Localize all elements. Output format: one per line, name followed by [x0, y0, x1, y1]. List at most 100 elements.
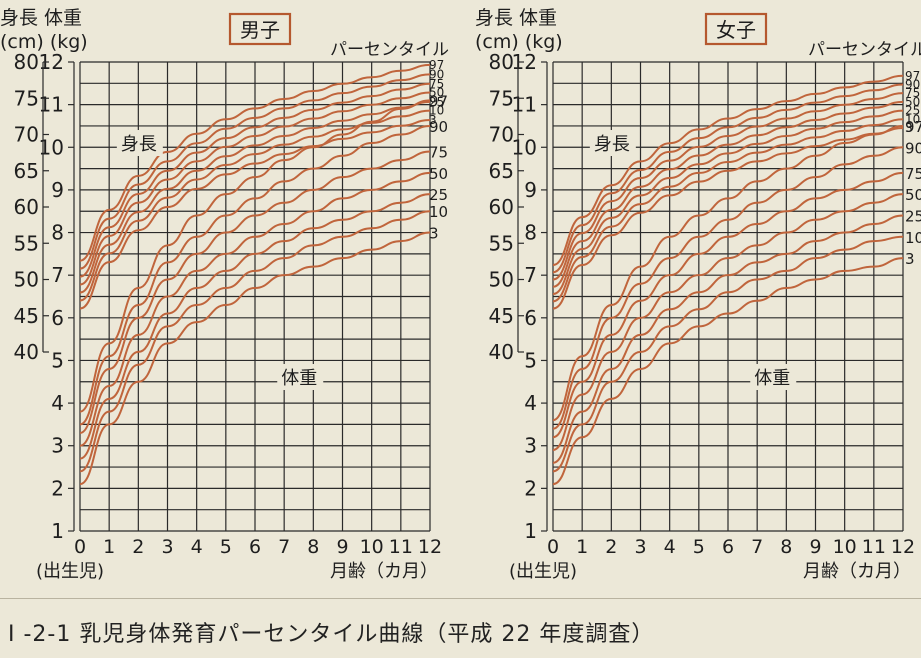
height-curve-p25: [79, 100, 431, 294]
weight-percentile-label: 50: [905, 186, 921, 204]
x-axis-birth-label: (出生児): [36, 561, 104, 582]
height-tick-label: 65: [489, 159, 514, 183]
x-tick-label: 3: [161, 536, 173, 558]
height-percentile-label: 50: [429, 85, 444, 99]
weight-curve-p50: [79, 171, 431, 447]
height-percentile-label: 75: [429, 77, 444, 91]
axis-header-units: (cm) (kg): [0, 31, 88, 53]
figure-caption: I -2-1 乳児身体発育パーセンタイル曲線（平成 22 年度調査）: [8, 622, 655, 647]
weight-percentile-label: 25: [905, 207, 921, 225]
x-tick-label: 12: [891, 536, 915, 558]
height-percentile-label: 10: [429, 104, 444, 118]
weight-curve-p97: [552, 124, 904, 422]
weight-tick-label: 2: [51, 476, 64, 500]
height-tick-label: 65: [14, 159, 39, 183]
x-tick-label: 0: [547, 536, 559, 558]
height-tick-label: 55: [14, 231, 39, 255]
axis-header-label: 身長 体重: [475, 7, 557, 29]
height-percentile-label: 50: [905, 95, 920, 109]
height-tick-label: 80: [489, 50, 514, 74]
x-tick-label: 5: [220, 536, 232, 558]
height-percentile-label: 90: [905, 77, 920, 91]
x-tick-label: 1: [103, 536, 115, 558]
x-tick-label: 4: [664, 536, 676, 558]
height-curves-label-mask: [116, 130, 163, 156]
weight-tick-label: 7: [524, 263, 537, 287]
weight-tick-label: 10: [512, 135, 537, 159]
height-tick-label: 40: [14, 340, 39, 364]
weight-curve-p25: [552, 214, 904, 464]
height-tick-label: 70: [489, 123, 514, 147]
weight-curves-label: 体重: [754, 368, 790, 389]
height-percentile-label: 10: [905, 112, 920, 126]
weight-percentile-label: 10: [429, 203, 448, 221]
height-percentile-label: 25: [905, 104, 920, 118]
weight-tick-label: 5: [51, 348, 64, 372]
chart-title-box: [228, 12, 292, 46]
height-tick-label: 75: [489, 86, 514, 110]
weight-curve-p75: [552, 171, 904, 439]
height-curve-p75: [79, 82, 431, 278]
height-curves-label-mask: [589, 130, 636, 156]
x-tick-label: 9: [336, 536, 348, 558]
x-tick-label: 10: [360, 536, 384, 558]
height-tick-label: 50: [489, 268, 514, 292]
weight-curve-p10: [79, 210, 431, 473]
weight-curve-p3: [79, 231, 431, 486]
x-tick-label: 7: [278, 536, 290, 558]
height-tick-label: 60: [14, 195, 39, 219]
weight-percentile-label: 25: [429, 186, 448, 204]
weight-tick-label: 8: [51, 221, 64, 245]
height-curve-p75: [552, 92, 904, 281]
x-tick-label: 1: [576, 536, 588, 558]
height-tick-label: 45: [489, 304, 514, 328]
height-percentile-label: 90: [429, 67, 444, 81]
x-tick-label: 8: [780, 536, 792, 558]
x-tick-label: 10: [833, 536, 857, 558]
caption-divider: [0, 598, 921, 599]
weight-percentile-label: 75: [905, 165, 921, 183]
x-axis-birth-label: (出生児): [509, 561, 577, 582]
weight-tick-label: 4: [51, 391, 64, 415]
weight-tick-label: 2: [524, 476, 537, 500]
height-curve-p97: [79, 63, 431, 262]
weight-curve-p90: [79, 124, 431, 426]
height-percentile-label: 97: [429, 58, 444, 72]
weight-tick-label: 1: [524, 519, 537, 543]
x-tick-label: 5: [693, 536, 705, 558]
axis-header-label: 身長 体重: [0, 7, 82, 29]
weight-tick-label: 1: [51, 519, 64, 543]
weight-percentile-label: 97: [905, 118, 921, 136]
weight-curve-p97: [79, 99, 431, 413]
x-tick-label: 2: [605, 536, 617, 558]
height-tick-label: 60: [489, 195, 514, 219]
height-curve-p90: [79, 73, 431, 270]
percentile-header: パーセンタイル: [330, 40, 449, 60]
x-axis-label: 月齢（カ月）: [803, 561, 911, 582]
percentile-header: パーセンタイル: [808, 40, 921, 60]
weight-tick-label: 3: [51, 434, 64, 458]
x-tick-label: 6: [722, 536, 734, 558]
weight-curve-p90: [552, 146, 904, 430]
weight-tick-label: 3: [524, 434, 537, 458]
weight-percentile-label: 50: [429, 165, 448, 183]
x-tick-label: 11: [389, 536, 413, 558]
height-curve-p90: [552, 83, 904, 274]
height-percentile-label: 25: [429, 95, 444, 109]
weight-curve-p75: [79, 150, 431, 434]
height-percentile-label: 3: [905, 121, 913, 135]
weight-curves-label-mask: [750, 364, 797, 390]
x-axis-label: 月齢（カ月）: [330, 561, 438, 582]
x-tick-label: 12: [418, 536, 442, 558]
weight-tick-label: 12: [512, 50, 537, 74]
x-tick-label: 3: [634, 536, 646, 558]
weight-percentile-label: 3: [429, 225, 439, 243]
weight-tick-label: 9: [51, 178, 64, 202]
height-tick-label: 45: [14, 304, 39, 328]
height-percentile-label: 97: [905, 69, 920, 83]
weight-tick-label: 9: [524, 178, 537, 202]
x-tick-label: 11: [862, 536, 886, 558]
weight-tick-label: 6: [524, 306, 537, 330]
